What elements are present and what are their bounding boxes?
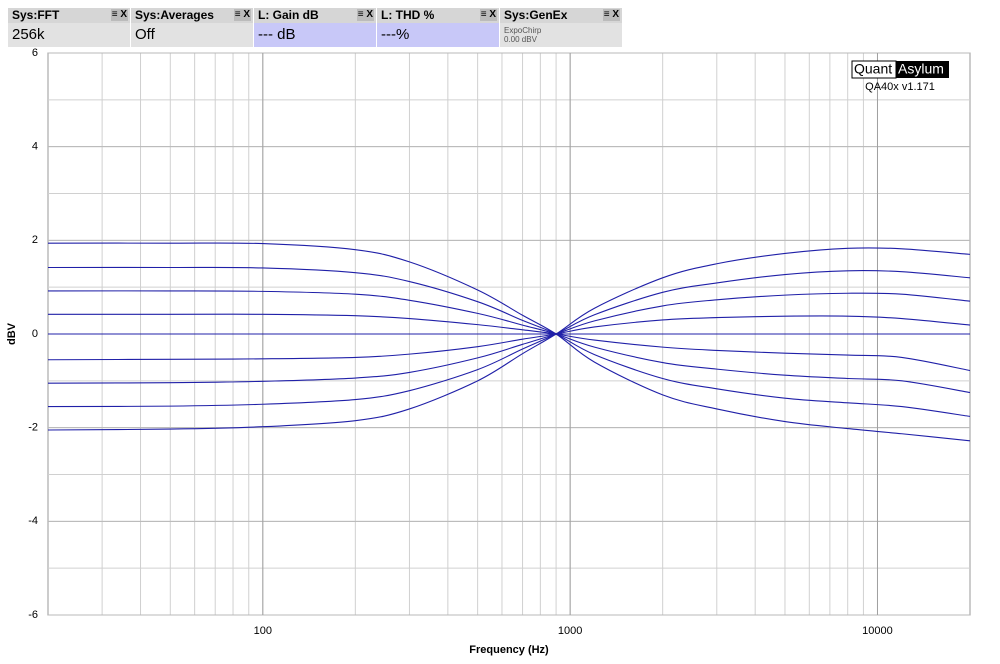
panel-value: 256k [8,23,130,47]
logo-left: Quant [854,61,892,77]
panel: Sys:GenEx ≡ X ExpoChirp 0.00 dBV [500,8,622,47]
panel-value: ---% [377,23,499,47]
y-tick-label: 6 [32,47,38,59]
panel-header: L: THD % ≡ X [377,8,499,23]
panel-menu[interactable]: ≡ X [602,9,620,21]
grid: -6 -4 -2 0 2 4 6 100 1000 10000 [28,47,970,637]
curve [47,266,971,417]
y-tick-label: 4 [32,141,38,153]
panel-title: L: THD % [381,8,435,22]
panel-header: L: Gain dB ≡ X [254,8,376,23]
y-tick-label: -2 [28,422,38,434]
version: QA40x v1.171 [865,81,935,93]
x-tick-label: 10000 [862,625,893,637]
y-axis-label: dBV [6,322,18,345]
logo-box [896,61,949,78]
panel-title: Sys:FFT [12,8,60,22]
panel-value: ExpoChirp 0.00 dBV [500,23,622,47]
panel-title: L: Gain dB [258,8,319,22]
panel-value: --- dB [254,23,376,47]
panel: L: Gain dB ≡ X --- dB [254,8,376,47]
logo-right: Asylum [898,61,944,77]
curve [47,247,971,431]
y-tick-label: -4 [28,515,38,527]
curve [47,290,971,394]
panel-title: Sys:Averages [135,8,214,22]
marks [47,242,971,442]
x-axis-label: Frequency (Hz) [469,644,549,656]
panel-header: Sys:FFT ≡ X [8,8,130,23]
panel-menu[interactable]: ≡ X [233,9,251,21]
y-tick-label: 0 [32,328,38,340]
panel: L: THD % ≡ X ---% [377,8,499,47]
y-tick-label: -6 [28,609,38,621]
curve [48,313,971,372]
panel-detail: 0.00 dBV [504,35,537,44]
curve [47,270,971,408]
panel-menu[interactable]: ≡ X [479,9,497,21]
panel: Sys:Averages ≡ X Off [131,8,253,47]
panel-header: Sys:Averages ≡ X [131,8,253,23]
curve [47,315,971,361]
y-tick-label: 2 [32,234,38,246]
panel-title: Sys:GenEx [504,8,568,22]
panel-value: Off [131,23,253,47]
curve [47,242,971,442]
panel-header: Sys:GenEx ≡ X [500,8,622,23]
panel: Sys:FFT ≡ X 256k [8,8,130,47]
x-tick-label: 100 [254,625,272,637]
panel-line: ExpoChirp [504,26,542,35]
x-tick-label: 1000 [558,625,582,637]
panel-menu[interactable]: ≡ X [356,9,374,21]
curve [47,292,971,384]
panel-menu[interactable]: ≡ X [110,9,128,21]
